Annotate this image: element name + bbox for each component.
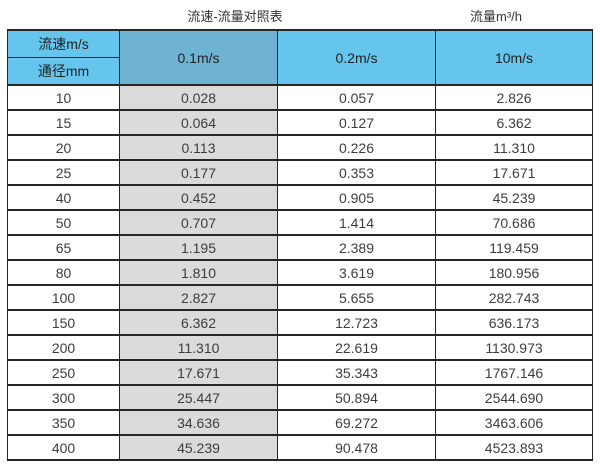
table-row: 20 0.113 0.226 11.310 [7,134,593,161]
flow-cell-0-2ms: 2.389 [277,234,436,261]
flow-cell-0-1ms: 2.827 [119,284,278,311]
flow-cell-10ms: 1130.973 [435,334,593,361]
flow-cell-10ms: 282.743 [435,284,593,311]
header-col-10ms: 10m/s [435,29,593,86]
flow-cell-0-2ms: 0.905 [277,184,436,211]
table-title: 流速-流量对照表 [187,9,283,24]
table-row: 65 1.195 2.389 119.459 [7,234,593,261]
table-row: 10 0.028 0.057 2.826 [7,84,593,111]
flow-cell-0-2ms: 0.057 [277,84,436,111]
table-row: 80 1.810 3.619 180.956 [7,259,593,286]
diameter-cell: 25 [7,159,120,186]
flow-cell-0-2ms: 12.723 [277,309,436,336]
flow-cell-0-2ms: 5.655 [277,284,436,311]
table-row: 25 0.177 0.353 17.671 [7,159,593,186]
diameter-cell: 20 [7,134,120,161]
flow-cell-10ms: 180.956 [435,259,593,286]
diameter-cell: 250 [7,359,120,386]
flow-cell-0-1ms: 0.707 [119,209,278,236]
flow-cell-10ms: 70.686 [435,209,593,236]
flow-cell-10ms: 2544.690 [435,384,593,411]
header-col-0-2ms: 0.2m/s [277,29,436,86]
flow-cell-10ms: 3463.606 [435,409,593,436]
flow-cell-10ms: 636.173 [435,309,593,336]
flow-cell-0-1ms: 0.113 [119,134,278,161]
table-row: 250 17.671 35.343 1767.146 [7,359,593,386]
flow-cell-0-1ms: 0.028 [119,84,278,111]
diameter-cell: 150 [7,309,120,336]
flow-cell-10ms: 11.310 [435,134,593,161]
flow-cell-0-2ms: 90.478 [277,434,436,461]
diameter-cell: 65 [7,234,120,261]
flow-cell-0-2ms: 69.272 [277,409,436,436]
header-velocity-label: 流速m/s [7,29,120,58]
table-row: 40 0.452 0.905 45.239 [7,184,593,211]
flow-cell-0-1ms: 0.064 [119,109,278,136]
diameter-cell: 15 [7,109,120,136]
flow-unit-label: 流量m³/h [470,9,523,24]
table-row: 350 34.636 69.272 3463.606 [7,409,593,436]
diameter-cell: 350 [7,409,120,436]
table-row: 150 6.362 12.723 636.173 [7,309,593,336]
flow-cell-0-1ms: 45.239 [119,434,278,461]
flow-cell-0-1ms: 0.177 [119,159,278,186]
flow-cell-10ms: 4523.893 [435,434,593,461]
diameter-cell: 40 [7,184,120,211]
header-diameter-label: 通径mm [7,57,120,86]
flow-cell-0-2ms: 3.619 [277,259,436,286]
flow-cell-0-2ms: 50.894 [277,384,436,411]
diameter-cell: 100 [7,284,120,311]
diameter-cell: 400 [7,434,120,461]
flow-cell-0-2ms: 1.414 [277,209,436,236]
flow-cell-10ms: 1767.146 [435,359,593,386]
flow-cell-0-1ms: 34.636 [119,409,278,436]
flow-cell-0-2ms: 0.127 [277,109,436,136]
flow-cell-0-2ms: 35.343 [277,359,436,386]
table-body: 10 0.028 0.057 2.826 15 0.064 0.127 6.36… [7,84,593,461]
flow-cell-0-1ms: 0.452 [119,184,278,211]
flow-cell-0-2ms: 0.353 [277,159,436,186]
flow-cell-0-1ms: 11.310 [119,334,278,361]
flow-cell-10ms: 119.459 [435,234,593,261]
header-col-0-1ms: 0.1m/s [119,29,278,86]
table-row: 100 2.827 5.655 282.743 [7,284,593,311]
diameter-cell: 200 [7,334,120,361]
table-row: 300 25.447 50.894 2544.690 [7,384,593,411]
flow-cell-0-1ms: 1.810 [119,259,278,286]
flow-cell-0-1ms: 1.195 [119,234,278,261]
table-header: 流速m/s 0.1m/s 0.2m/s 10m/s 通径mm [7,29,593,86]
flow-cell-0-1ms: 17.671 [119,359,278,386]
flow-cell-10ms: 17.671 [435,159,593,186]
flow-rate-table: 流速m/s 0.1m/s 0.2m/s 10m/s 通径mm 10 0.028 … [7,29,593,461]
table-row: 400 45.239 90.478 4523.893 [7,434,593,461]
flow-cell-10ms: 45.239 [435,184,593,211]
flow-cell-0-2ms: 22.619 [277,334,436,361]
diameter-cell: 10 [7,84,120,111]
table-row: 15 0.064 0.127 6.362 [7,109,593,136]
flow-cell-0-2ms: 0.226 [277,134,436,161]
flow-cell-0-1ms: 25.447 [119,384,278,411]
flow-cell-0-1ms: 6.362 [119,309,278,336]
diameter-cell: 80 [7,259,120,286]
table-row: 200 11.310 22.619 1130.973 [7,334,593,361]
diameter-cell: 50 [7,209,120,236]
title-bar: 流速-流量对照表 流量m³/h [0,0,600,29]
table-row: 50 0.707 1.414 70.686 [7,209,593,236]
flow-cell-10ms: 2.826 [435,84,593,111]
diameter-cell: 300 [7,384,120,411]
flow-cell-10ms: 6.362 [435,109,593,136]
